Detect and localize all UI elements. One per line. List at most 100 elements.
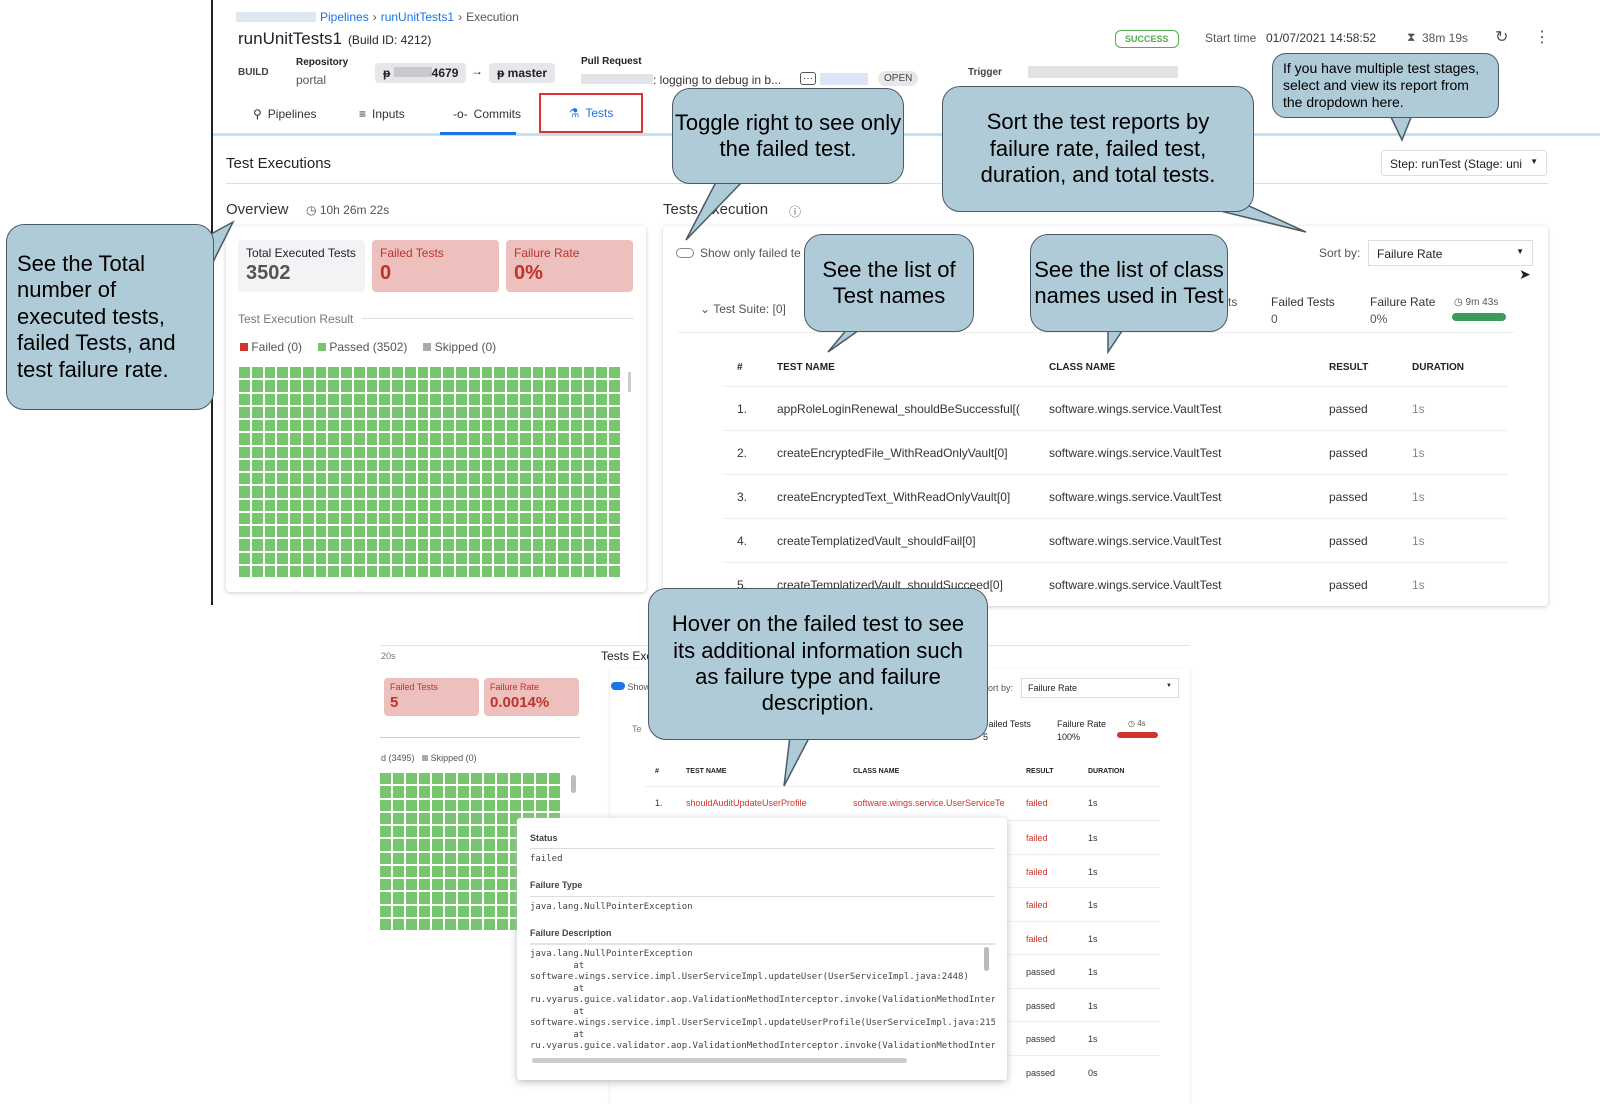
test-cell	[328, 499, 340, 511]
test-cell	[432, 773, 443, 785]
test-cell	[430, 552, 442, 564]
test-cell	[328, 486, 340, 498]
test-cell	[532, 406, 544, 418]
breadcrumb-pipelines[interactable]: Pipelines	[320, 10, 369, 24]
test-cell	[549, 786, 560, 798]
test-cell	[315, 565, 327, 577]
test-cell	[417, 552, 429, 564]
test-cell	[379, 512, 391, 524]
test-cell	[558, 406, 569, 418]
test-cell	[341, 393, 352, 405]
test-cell	[519, 486, 531, 498]
test-cell	[558, 446, 569, 458]
table-row[interactable]: 1. shouldAuditUpdateUserProfile software.w…	[645, 786, 1160, 820]
test-cell	[519, 512, 531, 524]
step-select[interactable]: Step: runTest (Stage: uni ▼	[1381, 150, 1547, 176]
test-cell	[392, 367, 403, 379]
comment-icon[interactable]: ···	[800, 72, 816, 85]
failure-rate-card: Failure Rate 0%	[506, 240, 633, 292]
total-tests-card: Total Executed Tests 3502	[238, 240, 365, 292]
cell-cls: software.wings.service.UserServiceTe	[853, 798, 1005, 808]
test-cell	[570, 539, 582, 551]
more-icon[interactable]: ⋮	[1534, 29, 1550, 46]
failure-description-box[interactable]: java.lang.NullPointerException at softwa…	[530, 943, 995, 1068]
test-cell	[315, 486, 327, 498]
suite-label[interactable]: ⌄ Test Suite: [0]	[700, 302, 786, 316]
second-sort-select[interactable]: Failure Rate ▼	[1021, 678, 1179, 698]
test-cell	[484, 905, 495, 917]
test-cell	[404, 459, 416, 471]
test-cell	[239, 446, 250, 458]
test-cell	[519, 459, 531, 471]
test-cell	[379, 446, 391, 458]
test-cell	[484, 812, 495, 824]
scrollbar[interactable]	[571, 775, 576, 793]
cell-n: 3.	[737, 490, 748, 504]
test-cell	[393, 865, 404, 877]
pr-title[interactable]: : logging to debug in b...	[581, 73, 781, 87]
page-title: runUnitTests1	[238, 29, 342, 48]
repo-name: portal	[296, 73, 327, 87]
test-cell	[393, 892, 404, 904]
test-cell	[445, 826, 456, 838]
breadcrumb-pipeline[interactable]: runUnitTests1	[380, 10, 455, 24]
test-cell	[468, 367, 480, 379]
test-cell	[239, 486, 250, 498]
test-cell	[507, 367, 518, 379]
column-header: DURATION	[1088, 768, 1125, 775]
table-row[interactable]: 2. createEncryptedFile_WithReadOnlyVault[…	[722, 430, 1508, 474]
test-cell	[494, 526, 506, 538]
tab-commits[interactable]: -o- Commits	[453, 107, 522, 121]
second-toggle[interactable]: Show	[611, 682, 650, 692]
test-cell	[404, 393, 416, 405]
tab-tests[interactable]: ⚗ Tests	[539, 93, 643, 133]
test-cell	[481, 512, 493, 524]
test-cell	[302, 406, 314, 418]
table-row[interactable]: 1. appRoleLoginRenewal_shouldBeSuccessful…	[722, 386, 1508, 430]
test-cell	[290, 446, 301, 458]
test-cell	[393, 918, 404, 930]
tab-inputs[interactable]: ≡ Inputs	[359, 107, 405, 121]
test-cell	[443, 420, 455, 432]
horizontal-scrollbar[interactable]	[532, 1058, 907, 1063]
table-row[interactable]: 4. createTemplatizedVault_shouldFail[0] so…	[722, 518, 1508, 562]
test-cell	[380, 786, 391, 798]
help-icon[interactable]: ⓘ	[789, 205, 802, 219]
test-cell	[609, 406, 620, 418]
suite-rate-value: 0%	[1370, 312, 1388, 326]
cell-name: appRoleLoginRenewal_shouldBeSuccessful[(	[777, 402, 1020, 416]
test-cell	[570, 552, 582, 564]
test-cell	[583, 446, 595, 458]
test-cell	[392, 433, 403, 445]
second-suite[interactable]: Te	[632, 724, 642, 734]
test-cell	[510, 812, 521, 824]
tab-pipelines[interactable]: ⚲ Pipelines	[253, 107, 317, 121]
test-cell	[519, 552, 531, 564]
test-cell	[341, 499, 352, 511]
scrollbar[interactable]	[628, 372, 631, 392]
tab-commits-underline	[440, 132, 516, 135]
test-cell	[419, 826, 430, 838]
test-cell	[379, 539, 391, 551]
test-result-grid	[239, 367, 620, 577]
test-cell	[251, 446, 263, 458]
failed-only-toggle[interactable]: Show only failed te	[676, 246, 801, 260]
test-cell	[353, 367, 365, 379]
table-row[interactable]: 3. createEncryptedText_WithReadOnlyVault[…	[722, 474, 1508, 518]
section-title: Test Executions	[226, 155, 332, 172]
caret-down-icon: ▼	[1530, 157, 1538, 166]
test-cell	[497, 892, 508, 904]
suite-header[interactable]	[678, 283, 1514, 333]
test-cell	[430, 393, 442, 405]
test-cell	[507, 526, 518, 538]
test-cell	[251, 459, 263, 471]
test-cell	[570, 380, 582, 392]
test-cell	[558, 380, 569, 392]
result-legend: Failed (0) Passed (3502) Skipped (0)	[240, 340, 496, 354]
sort-select[interactable]: Failure Rate ▼	[1368, 240, 1533, 266]
refresh-icon[interactable]: ↻	[1495, 29, 1509, 46]
result-title: Test Execution Result	[238, 312, 354, 326]
test-cell	[406, 773, 417, 785]
scrollbar[interactable]	[984, 947, 989, 971]
test-cell	[239, 406, 250, 418]
